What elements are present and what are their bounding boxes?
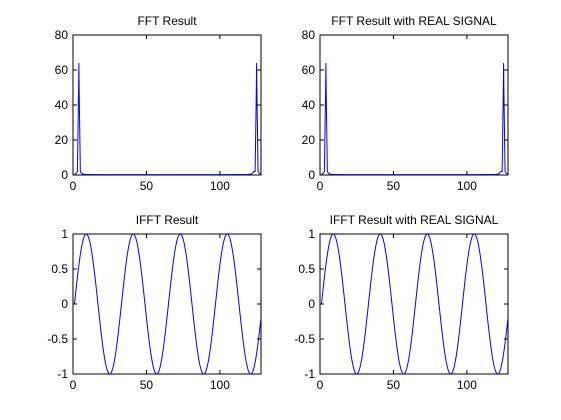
y-tick-label: -0.5 — [294, 332, 315, 346]
x-tick-label: 0 — [70, 179, 77, 193]
y-tick-label: 0 — [61, 168, 68, 182]
x-tick-label: 0 — [317, 179, 324, 193]
x-tick-label: 100 — [210, 378, 230, 392]
x-tick-label: 100 — [457, 179, 477, 193]
y-tick-label: -1 — [304, 367, 315, 381]
x-tick-label: 50 — [140, 179, 154, 193]
chart-panel-4: 0 50 100 -1 -0.5 0 0.5 1 IFFT Result with REAL S… — [294, 213, 509, 392]
y-tick-label: 1 — [308, 227, 315, 241]
y-tick-label: 60 — [55, 63, 69, 77]
x-tick-label: 50 — [387, 179, 401, 193]
y-tick-label: 40 — [302, 98, 316, 112]
plot-area — [72, 34, 262, 176]
y-tick-label: -0.5 — [47, 332, 68, 346]
chart-title: FFT Result — [137, 14, 197, 28]
x-tick-label: 50 — [140, 378, 154, 392]
chart-panel-2: 0 50 100 0 20 40 60 80 FFT Result with REAL SIGN… — [302, 14, 509, 193]
y-tick-label: 20 — [302, 133, 316, 147]
y-tick-label: 0 — [61, 297, 68, 311]
y-tick-label: 80 — [55, 28, 69, 42]
plot-area — [72, 233, 262, 375]
series-line — [321, 62, 508, 175]
plot-area — [319, 34, 509, 176]
x-tick-label: 100 — [457, 378, 477, 392]
y-tick-label: 60 — [302, 63, 316, 77]
x-tick-label: 50 — [387, 378, 401, 392]
y-tick-label: 0.5 — [51, 262, 68, 276]
y-tick-label: 20 — [55, 133, 69, 147]
series-line — [320, 234, 508, 374]
plot-area — [319, 233, 509, 375]
x-tick-label: 100 — [210, 179, 230, 193]
chart-panel-1: 0 50 100 0 20 40 60 80 FFT Result — [55, 14, 262, 193]
y-tick-label: 80 — [302, 28, 316, 42]
chart-title: FFT Result with REAL SIGNAL — [331, 14, 497, 28]
y-tick-label: 1 — [61, 227, 68, 241]
chart-title: IFFT Result with REAL SIGNAL — [330, 213, 499, 227]
series-line — [73, 234, 261, 374]
y-tick-label: 0 — [308, 297, 315, 311]
y-tick-label: 0.5 — [298, 262, 315, 276]
y-tick-label: -1 — [57, 367, 68, 381]
chart-title: IFFT Result — [136, 213, 199, 227]
chart-panel-3: 0 50 100 -1 -0.5 0 0.5 1 IFFT Result — [47, 213, 262, 392]
series-line — [74, 62, 261, 175]
x-tick-label: 0 — [317, 378, 324, 392]
y-tick-label: 40 — [55, 98, 69, 112]
x-tick-label: 0 — [70, 378, 77, 392]
y-tick-label: 0 — [308, 168, 315, 182]
